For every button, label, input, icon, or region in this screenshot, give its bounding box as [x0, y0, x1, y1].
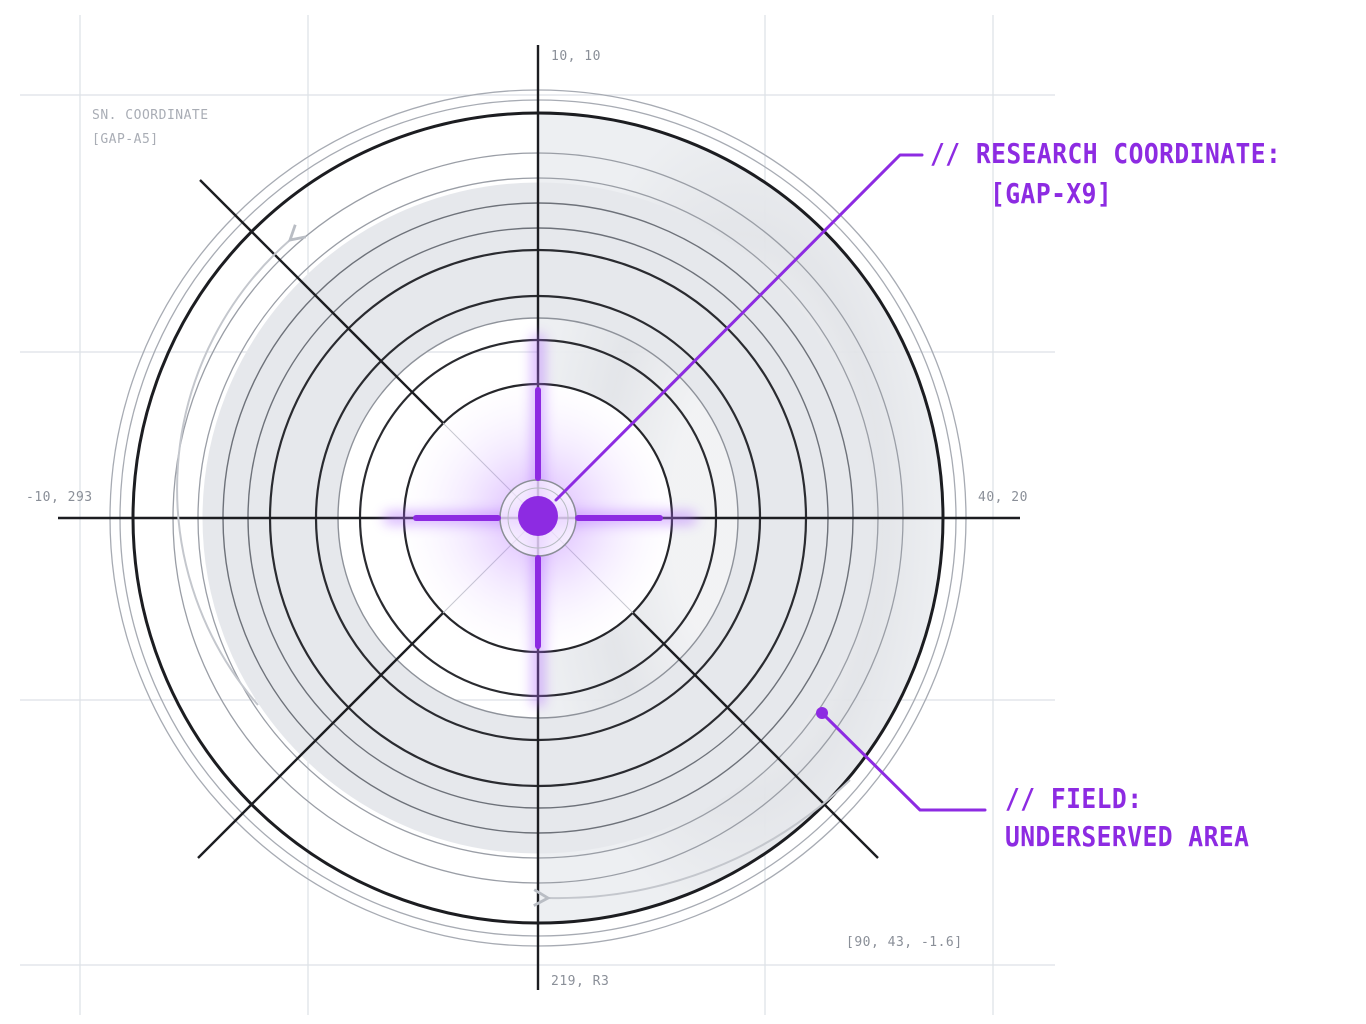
right-axis-label: 40, 20	[978, 490, 1028, 505]
motion-arrows	[176, 224, 851, 907]
target-dot	[518, 496, 558, 536]
corner-readout: [90, 43, -1.6]	[846, 935, 963, 950]
bottom-axis-label: 219, R3	[551, 974, 610, 989]
secondary-coordinate-label: SN. COORDINATE	[92, 108, 209, 123]
top-axis-label: 10, 10	[551, 49, 601, 64]
arc-arrow-bottom	[533, 779, 851, 907]
research-callout-code: [GAP-X9]	[990, 177, 1113, 210]
diagonal-sw	[197, 612, 444, 859]
diagonal-se	[632, 612, 879, 859]
diagonal-nw	[199, 179, 444, 424]
research-callout-title: // RESEARCH COORDINATE:	[930, 137, 1282, 170]
field-marker-dot	[816, 707, 828, 719]
field-callout-title: // FIELD:	[1005, 782, 1143, 815]
left-axis-label: -10, 293	[26, 490, 93, 505]
crosshair-ring-inner	[507, 487, 569, 549]
arc-arrow-left	[176, 224, 307, 706]
callout-leaders	[554, 153, 987, 812]
field-leader	[820, 711, 987, 812]
research-leader	[554, 153, 924, 502]
field-callout-value: UNDERSERVED AREA	[1005, 820, 1250, 853]
secondary-coordinate-code: [GAP-A5]	[92, 132, 159, 147]
